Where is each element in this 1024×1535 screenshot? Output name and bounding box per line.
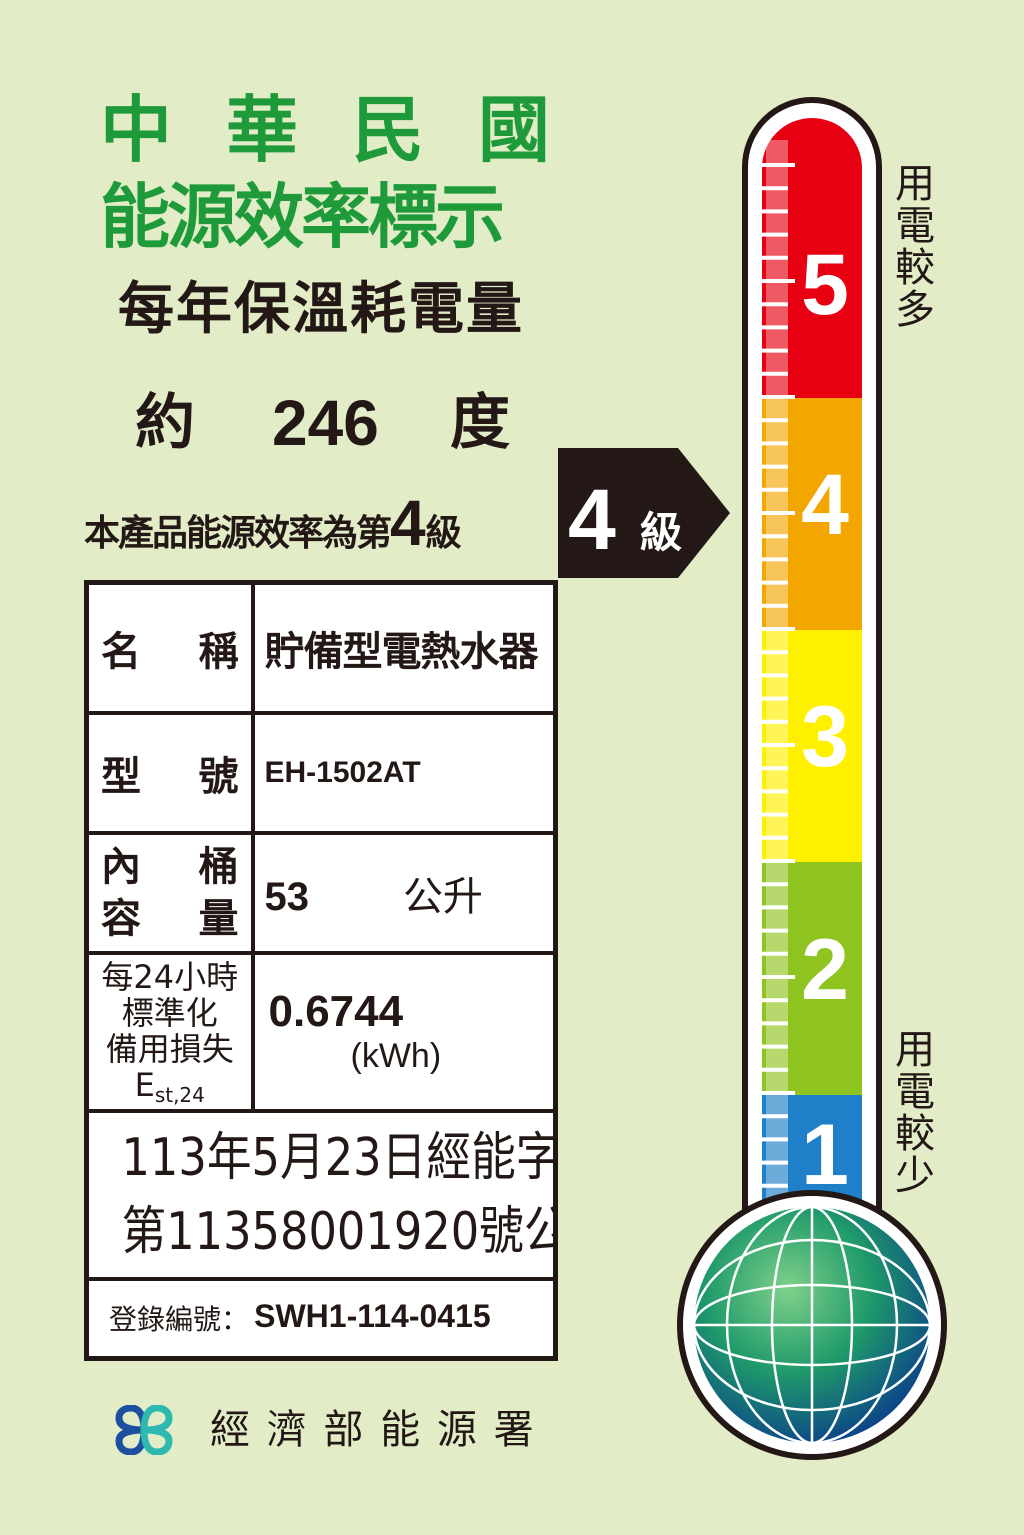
table-row: 登錄編號： SWH1-114-0415 (84, 1276, 558, 1361)
level-1-label: 1 (801, 1107, 849, 1203)
standby-unit: (kWh) (350, 1037, 442, 1075)
annual-consumption: 246 (272, 387, 379, 459)
capacity-label: 內桶 容量 (84, 830, 255, 955)
title-char: 中 (100, 88, 173, 172)
badge-grade: 4 (568, 472, 616, 568)
agency-logo-icon (115, 1405, 173, 1455)
announcement: 113年5月23日經能字 第11358001920號公告 (84, 1108, 558, 1281)
title-char: 國 (477, 88, 550, 172)
metric-title: 每年保溫耗電量 (118, 277, 524, 342)
thermometer-scale (677, 97, 947, 1460)
standby-value: 0.6744 (kWh) (250, 950, 558, 1113)
grade-number: 4 (390, 487, 426, 559)
level-4-label: 4 (801, 457, 849, 553)
table-row: 113年5月23日經能字 第11358001920號公告 (84, 1108, 558, 1281)
model-value: EH-1502AT (250, 710, 558, 835)
level-2-label: 2 (801, 922, 849, 1018)
registration: 登錄編號： SWH1-114-0415 (84, 1276, 558, 1361)
standby-label: 每24小時 標準化 備用損失 Est,24 (84, 950, 255, 1113)
country-title: 中 華 民 國 (100, 88, 550, 172)
approx-prefix: 約 (135, 388, 195, 458)
table-row: 內桶 容量 53 公升 (84, 830, 558, 955)
unit: 度 (450, 388, 510, 458)
registration-value: SWH1-114-0415 (254, 1298, 491, 1335)
registration-label: 登錄編號： (109, 1303, 250, 1337)
model-label: 型號 (84, 710, 255, 835)
title-char: 民 (351, 88, 424, 172)
badge-suffix: 級 (640, 508, 683, 557)
label-title: 能源效率標示 (100, 176, 505, 258)
grade-prefix: 本產品能源效率為第 (84, 513, 392, 554)
info-table: 名稱 貯備型電熱水器 型號 EH-1502AT 內桶 容量 53 公升 每24小… (84, 580, 558, 1361)
agency-name: 經 濟 部 能 源 署 (210, 1407, 536, 1453)
announcement-line: 第11358001920號公告 (121, 1201, 551, 1262)
grade-suffix: 級 (425, 513, 462, 554)
title-char: 華 (225, 88, 298, 172)
less-electricity-text: 用電較少 (888, 1028, 934, 1196)
more-electricity-text: 用電較多 (888, 162, 934, 330)
capacity-unit: 公升 (402, 873, 483, 920)
capacity-number: 53 (264, 874, 310, 919)
grade-arrow-badge (558, 448, 730, 578)
table-row: 型號 EH-1502AT (84, 710, 558, 835)
tube-highlight (766, 140, 788, 1240)
level-3-label: 3 (801, 689, 849, 785)
table-row: 名稱 貯備型電熱水器 (84, 580, 558, 715)
table-row: 每24小時 標準化 備用損失 Est,24 0.6744 (kWh) (84, 950, 558, 1113)
level-5-label: 5 (801, 237, 849, 333)
grade-sentence: 本產品能源效率為第4級 (84, 487, 462, 569)
standby-number: 0.6744 (268, 987, 404, 1036)
globe-grid (692, 1205, 932, 1445)
name-label: 名稱 (84, 580, 255, 715)
name-value: 貯備型電熱水器 (250, 580, 558, 715)
capacity-value: 53 公升 (250, 830, 558, 955)
announcement-line: 113年5月23日經能字 (121, 1127, 556, 1188)
